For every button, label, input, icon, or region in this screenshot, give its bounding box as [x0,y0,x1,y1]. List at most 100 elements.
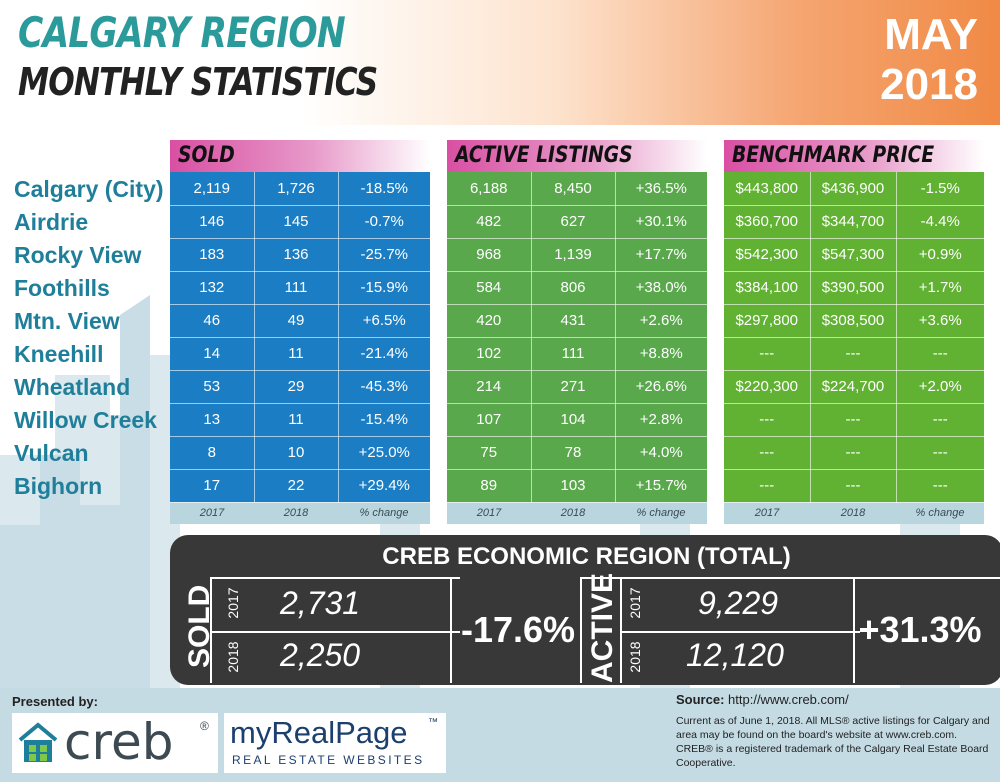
table-row: --- --- --- [724,337,984,371]
total-sold-change: -17.6% [460,609,576,650]
table-cell: +2.8% [615,403,707,437]
table-cell: 136 [254,238,339,272]
table-cell: +30.1% [615,205,707,239]
table-cell: $547,300 [810,238,897,272]
active-listings-header: ACTIVE LISTINGS [447,140,707,172]
table-cell: 13 [170,403,255,437]
table-cell: $220,300 [724,370,811,404]
table-row: --- --- --- [724,436,984,470]
table-cell: $360,700 [724,205,811,239]
table-cell: -15.4% [338,403,430,437]
table-cell: $436,900 [810,172,897,206]
table-cell: +25.0% [338,436,430,470]
region-label: Wheatland [14,374,131,400]
total-active-2018: 12,120 [686,637,784,673]
table-cell: -21.4% [338,337,430,371]
table-cell: 145 [254,205,339,239]
table-cell: 14 [170,337,255,371]
table-cell: 11 [254,403,339,437]
sold-header: SOLD [170,140,430,172]
table-cell: +36.5% [615,172,707,206]
table-cell: --- [896,469,984,503]
report-date: MAY 2018 [880,10,978,110]
table-cell: $224,700 [810,370,897,404]
myrealpage-logo[interactable]: myRealPage ™ REAL ESTATE WEBSITES [224,713,446,773]
creb-logo[interactable]: creb ® [12,713,218,773]
source-link[interactable]: http://www.creb.com/ [728,692,849,707]
table-row: $220,300 $224,700 +2.0% [724,370,984,404]
table-cell: --- [810,469,897,503]
table-cell: 8 [170,436,255,470]
table-cell: 271 [531,370,616,404]
table-cell: 214 [447,370,532,404]
table-row: 132 111 -15.9% [170,271,430,305]
region-label: Bighorn [14,473,103,499]
table-cell: +15.7% [615,469,707,503]
table-cell: 1,139 [531,238,616,272]
table-row: 17 22 +29.4% [170,469,430,503]
myrealpage-wordmark: myRealPage [230,715,408,750]
table-cell: $344,700 [810,205,897,239]
table-cell: 53 [170,370,255,404]
table-cell: 1,726 [254,172,339,206]
table-cell: +38.0% [615,271,707,305]
table-cell: -1.5% [896,172,984,206]
house-icon [18,722,58,762]
region-label: Airdrie [14,209,89,235]
source-line: Source: http://www.creb.com/ [676,692,849,707]
table-cell: +26.6% [615,370,707,404]
table-cell: --- [896,403,984,437]
table-row: 102 111 +8.8% [447,337,707,371]
table-cell: 78 [531,436,616,470]
table-cell: 111 [531,337,616,371]
table-cell: 75 [447,436,532,470]
table-row: 183 136 -25.7% [170,238,430,272]
footer: Presented by: creb ® myRealPage ™ REAL E… [0,688,1000,782]
table-cell: --- [896,337,984,371]
table-cell: -4.4% [896,205,984,239]
total-sold-2017: 2,731 [280,585,361,621]
table-cell: $443,800 [724,172,811,206]
table-cell: +6.5% [338,304,430,338]
region-label: Vulcan [14,440,89,466]
total-sold-year-2018: 2018 [225,641,241,673]
table-cell: 22 [254,469,339,503]
benchmark-price-header: BENCHMARK PRICE [724,140,984,172]
table-cell: --- [724,403,811,437]
table-cell: $542,300 [724,238,811,272]
table-cell: +1.7% [896,271,984,305]
table-cell: $308,500 [810,304,897,338]
total-title: CREB ECONOMIC REGION (TOTAL) [382,543,791,570]
region-label: Kneehill [14,341,104,367]
table-cell: 10 [254,436,339,470]
sold-table: 2,119 1,726 -18.5% 146 145 -0.7% 183 136 -25.7% 1… [170,172,430,524]
table-cell: $384,100 [724,271,811,305]
column-label: 2017 [447,502,531,524]
table-cell: +4.0% [615,436,707,470]
table-cell: $390,500 [810,271,897,305]
total-active-label: ACTIVE [586,572,619,683]
total-active-year-2017: 2017 [627,587,643,619]
myrealpage-trademark: ™ [428,717,438,728]
table-row: 2,119 1,726 -18.5% [170,172,430,206]
table-cell: 420 [447,304,532,338]
column-label: % change [896,502,984,524]
presented-by-label: Presented by: [12,694,98,709]
table-cell: -0.7% [338,205,430,239]
table-cell: -15.9% [338,271,430,305]
table-cell: 103 [531,469,616,503]
report-year: 2018 [880,60,978,109]
table-cell: -25.7% [338,238,430,272]
report-month: MAY [884,10,978,59]
total-sold-label: SOLD [183,584,216,668]
table-row: $542,300 $547,300 +0.9% [724,238,984,272]
creb-registered-mark: ® [200,719,209,733]
total-sold-year-2017: 2017 [225,587,241,619]
table-cell: --- [724,469,811,503]
title-line1: CALGARY REGION [18,8,346,57]
table-cell: 11 [254,337,339,371]
table-cell: $297,800 [724,304,811,338]
total-active-2017: 9,229 [698,585,779,621]
table-row: 89 103 +15.7% [447,469,707,503]
disclaimer-note: Current as of June 1, 2018. All MLS® act… [676,715,990,769]
